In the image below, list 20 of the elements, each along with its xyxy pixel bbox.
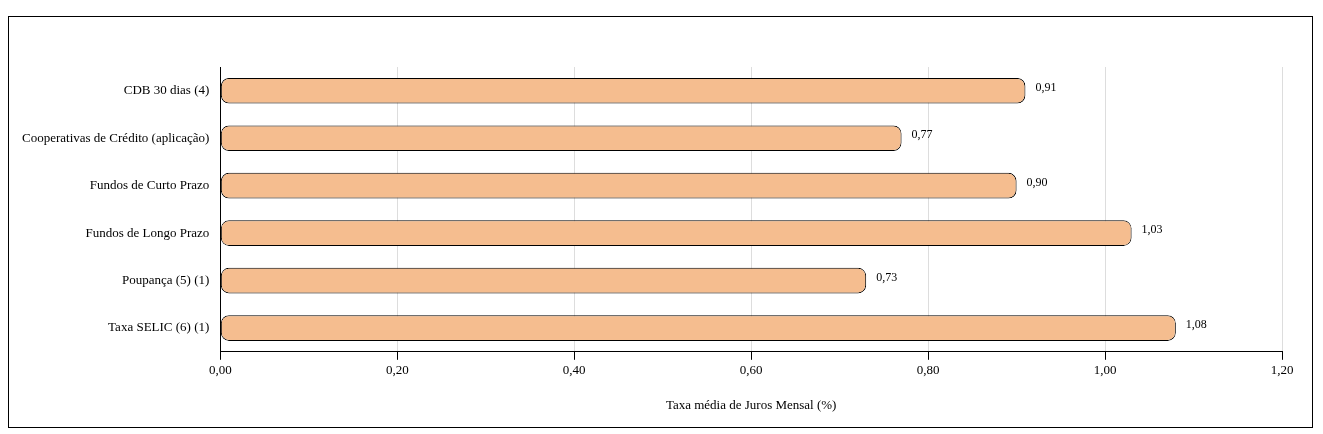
x-axis-title: Taxa média de Juros Mensal (%): [665, 396, 837, 412]
data-label: 0,90: [1026, 174, 1048, 189]
y-tick-label: Fundos de Longo Prazo: [85, 224, 210, 240]
data-label: 0,91: [1035, 79, 1057, 94]
y-tick-label: Taxa SELIC (6) (1): [108, 319, 210, 335]
x-tick-label: 0,60: [739, 362, 763, 378]
x-tick-label: 1,20: [1270, 362, 1294, 378]
y-tick-label: Fundos de Curto Prazo: [89, 177, 210, 193]
x-tick-label: 0,40: [562, 362, 586, 378]
data-label: 1,03: [1141, 222, 1163, 237]
y-tick-label: CDB 30 dias (4): [123, 82, 210, 98]
data-label: 0,77: [911, 127, 933, 142]
x-tick-label: 0,20: [385, 362, 409, 378]
y-tick-label: Poupança (5) (1): [121, 272, 210, 288]
x-tick-label: 0,80: [916, 362, 940, 378]
y-tick-label: Cooperativas de Crédito (aplicação): [21, 129, 210, 145]
data-label: 0,73: [876, 269, 898, 284]
x-tick-label: 1,00: [1093, 362, 1117, 378]
data-label: 1,08: [1185, 317, 1207, 332]
x-tick-label: 0,00: [208, 362, 232, 378]
